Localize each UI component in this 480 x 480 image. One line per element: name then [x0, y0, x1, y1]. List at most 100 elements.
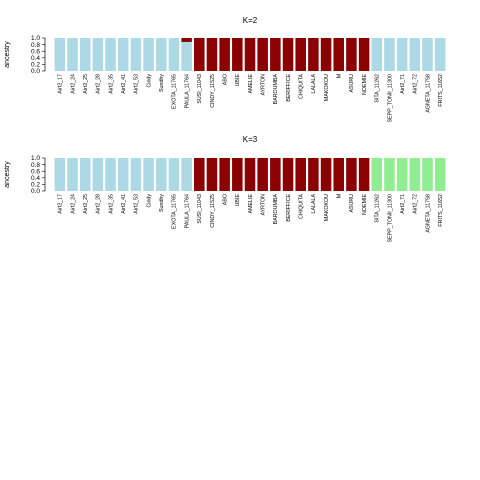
bar-segment	[219, 158, 230, 191]
bar-segment	[257, 38, 268, 71]
category-label: EXOTA_11765	[172, 194, 178, 229]
bar-segment	[67, 38, 78, 71]
category-label: Airt2_41	[121, 194, 127, 214]
bar-segment	[181, 38, 192, 42]
category-label: UBIE	[235, 74, 241, 87]
bar-segment	[270, 158, 281, 191]
category-label: Airt2_72	[413, 194, 419, 214]
bar-segment	[206, 38, 218, 71]
category-label: CHIQUITA	[299, 194, 305, 219]
bar-segment	[206, 158, 218, 191]
category-label: AGNETA_11758	[425, 74, 431, 113]
y-tick-label: 0.0	[31, 188, 40, 195]
bar-segment	[346, 158, 357, 191]
bar-segment	[384, 38, 395, 71]
y-tick-label: 0.4	[31, 175, 40, 182]
category-label: SEPP_TONII_11300	[387, 194, 393, 242]
panel-k2: K=2 0.00.20.40.60.81.0 ancestry Airt2_17 Air…	[4, 16, 446, 122]
category-label: BAROUMBA	[273, 74, 279, 105]
panel-title: K=2	[243, 16, 258, 25]
bar-segment	[155, 158, 167, 191]
bar-segment	[308, 158, 319, 191]
bar-segment	[79, 158, 91, 191]
y-tick-label: 0.8	[31, 162, 40, 169]
bar-segment	[371, 38, 383, 71]
bar-segment	[181, 41, 192, 71]
bar-segment	[232, 158, 243, 191]
bar-segment	[219, 38, 230, 71]
bar-segment	[308, 38, 319, 71]
category-label: UBIE	[235, 194, 241, 207]
bar-segment	[117, 38, 129, 71]
bar-segment	[333, 158, 345, 191]
category-label: AYRTON	[260, 194, 266, 216]
category-label: MAKOKOU	[324, 74, 330, 101]
category-label: Airt2_28	[96, 74, 102, 94]
category-label: Airt2_41	[121, 74, 127, 94]
bar-segment	[295, 158, 306, 191]
category-label: Airt2_17	[58, 74, 64, 94]
y-tick-label: 1.0	[31, 35, 40, 42]
y-tick-label: 0.4	[31, 55, 40, 62]
category-label: Airt2_17	[58, 194, 64, 214]
category-label: AMELIE	[248, 194, 254, 214]
bar-segment	[295, 38, 306, 71]
bar-segment	[130, 38, 142, 71]
y-axis-title: ancestry	[4, 161, 11, 188]
bar-segment	[371, 158, 383, 191]
category-label: M	[337, 74, 343, 78]
bar-segment	[143, 158, 154, 191]
category-label: Airt2_24	[70, 194, 76, 214]
bar-segment	[346, 38, 357, 71]
bar-segment	[130, 158, 142, 191]
bar-segment	[54, 158, 66, 191]
bar-segment	[409, 38, 421, 71]
category-label: NOEMIE	[362, 74, 368, 95]
category-label: BAROUMBA	[273, 194, 279, 225]
bar-segment	[168, 158, 180, 191]
bar-segment	[434, 38, 446, 71]
bar-segment	[422, 158, 433, 191]
category-label: Airt2_53	[134, 194, 140, 214]
y-tick-label: 1.0	[31, 155, 40, 162]
category-label: AYRTON	[260, 74, 266, 96]
category-label: Airt2_35	[108, 74, 114, 94]
category-label: PAULA_11764	[184, 194, 190, 228]
category-label: MAKOKOU	[324, 194, 330, 221]
category-label: Airt2_71	[400, 194, 406, 214]
category-label: EXOTA_11765	[172, 74, 178, 109]
category-label: ASURU	[349, 194, 355, 213]
bar-segment	[244, 158, 256, 191]
category-label: SITA_11262	[375, 194, 381, 223]
bar-segment	[67, 158, 78, 191]
category-label: CINDY_11525	[210, 194, 216, 228]
bar-segment	[396, 158, 408, 191]
bar-segment	[384, 158, 395, 191]
bar-segment	[79, 38, 91, 71]
bar-segment	[155, 38, 167, 71]
category-label: PAULA_11764	[184, 74, 190, 108]
category-label: Airt2_28	[96, 194, 102, 214]
category-label: CINDY_11525	[210, 74, 216, 108]
category-label: FRITS_11652	[438, 194, 444, 227]
category-label: CHIQUITA	[299, 74, 305, 99]
bar-segment	[333, 38, 345, 71]
bar-segment	[168, 38, 180, 71]
category-label: SEPP_TONII_11300	[387, 74, 393, 122]
category-label: BERIFFICE	[286, 74, 292, 102]
y-tick-label: 0.0	[31, 68, 40, 75]
category-label: Airt2_72	[413, 74, 419, 94]
category-label: M	[337, 194, 343, 198]
y-axis-title: ancestry	[4, 41, 11, 68]
category-label: SUSI_11043	[197, 74, 203, 104]
bar-segment	[422, 38, 433, 71]
category-label: Sundhy	[159, 194, 165, 212]
bar-segment	[358, 158, 370, 191]
category-label: Airt2_71	[400, 74, 406, 94]
bar-segment	[105, 38, 116, 71]
category-label: ASURU	[349, 74, 355, 93]
category-label: Airt2_53	[134, 74, 140, 94]
bar-segment	[232, 38, 243, 71]
category-label: Airt2_24	[70, 74, 76, 94]
